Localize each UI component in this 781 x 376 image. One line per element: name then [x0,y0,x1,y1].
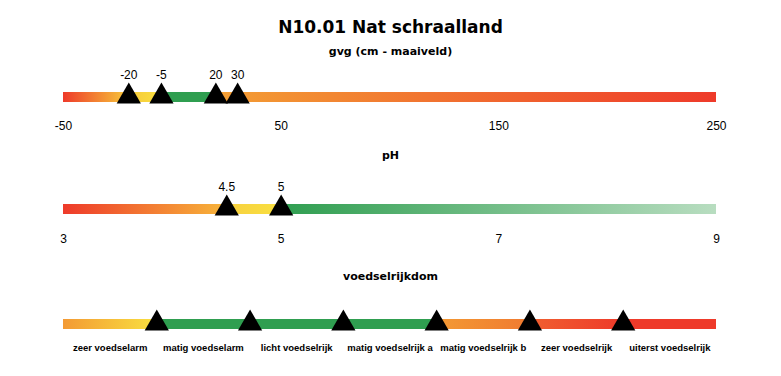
svg-text:zeer voedselarm: zeer voedselarm [73,342,147,353]
svg-text:uiterst voedselrijk: uiterst voedselrijk [629,342,711,353]
html-text:N10.01 Nat schraalland: N10.01 Nat schraalland [278,17,503,37]
svg-text:250: 250 [706,119,726,133]
svg-text:9: 9 [713,232,720,246]
html-text:voedselrijkdom: voedselrijkdom [343,270,438,283]
svg-text:7: 7 [495,232,502,246]
svg-text:matig voedselrijk b: matig voedselrijk b [440,342,526,353]
svg-text:4.5: 4.5 [218,180,235,194]
svg-text:50: 50 [274,119,288,133]
svg-text:-5: -5 [156,68,167,82]
html-text:gvg (cm - maaiveld): gvg (cm - maaiveld) [328,45,453,58]
svg-text:5: 5 [278,180,285,194]
svg-text:20: 20 [209,68,223,82]
svg-text:-20: -20 [120,68,138,82]
svg-text:5: 5 [278,232,285,246]
svg-text:matig voedselarm: matig voedselarm [163,342,244,353]
svg-text:zeer voedselrijk: zeer voedselrijk [541,342,613,353]
svg-text:150: 150 [489,119,509,133]
html-text:pH: pH [382,149,399,162]
svg-text:30: 30 [231,68,245,82]
svg-text:licht voedselrijk: licht voedselrijk [261,342,334,353]
svg-text:matig voedselrijk a: matig voedselrijk a [347,342,433,353]
svg-text:-50: -50 [55,119,73,133]
svg-text:3: 3 [60,232,67,246]
